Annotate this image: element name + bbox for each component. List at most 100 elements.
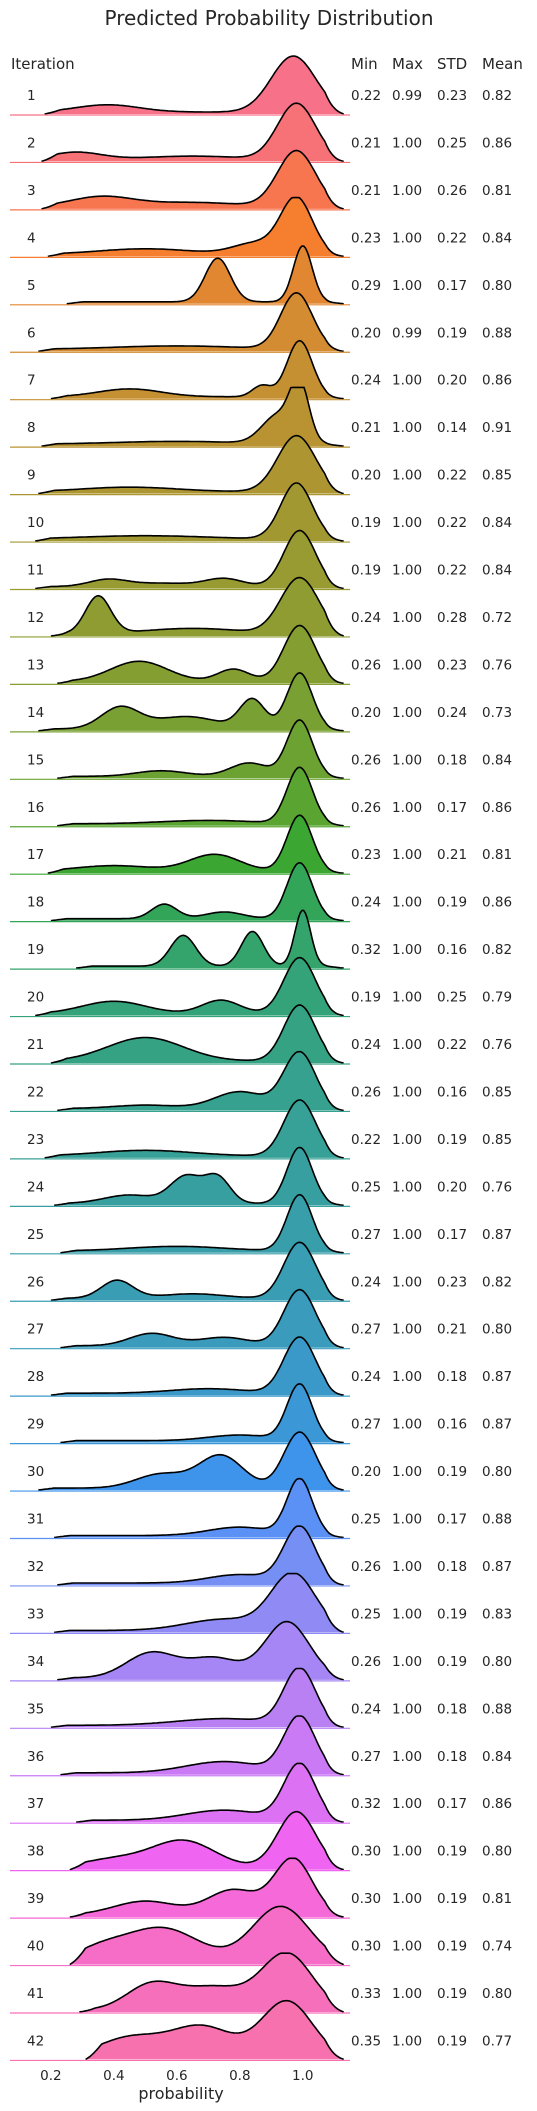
ridge-fill [57,1621,344,1680]
ridge-outline [57,719,344,780]
ridge-fill [44,1100,344,1158]
iteration-label: 8 [27,420,36,436]
ridge-outline [50,1004,344,1064]
stat-mean: 0.80 [482,1322,512,1338]
stat-std: 0.17 [437,1512,467,1528]
iteration-label: 35 [27,1701,44,1717]
stat-mean: 0.85 [482,468,512,484]
stat-min: 0.20 [351,468,381,484]
stat-mean: 0.86 [482,373,512,389]
stat-max: 1.00 [392,1701,422,1717]
stat-min: 0.24 [351,610,381,626]
ridge-outline [69,1857,344,1918]
stat-std: 0.28 [437,610,467,626]
stat-min: 0.25 [351,1606,381,1622]
iteration-label: 11 [27,563,44,579]
iteration-label: 27 [27,1322,44,1338]
stat-max: 1.00 [392,1606,422,1622]
stat-std: 0.14 [437,420,467,436]
iteration-label: 18 [27,895,44,911]
stat-mean: 0.86 [482,895,512,911]
stat-mean: 0.88 [482,1512,512,1528]
stat-min: 0.21 [351,183,381,199]
stat-std: 0.21 [437,1322,467,1338]
stat-max: 1.00 [392,468,422,484]
ridge-fill [50,1005,344,1063]
ridge-fill [76,910,344,969]
stat-mean: 0.84 [482,230,512,246]
ridges-group [10,55,350,2062]
ridge-outline [79,1952,344,2013]
ridge-fill [50,340,344,399]
stat-std: 0.17 [437,800,467,816]
iteration-label: 7 [27,373,36,389]
ridge-outline [57,624,344,685]
stat-min: 0.30 [351,1844,381,1860]
ridge-fill [76,1763,344,1823]
stat-min: 0.23 [351,847,381,863]
ridge-fill [41,103,344,162]
stat-header-std: STD [437,55,467,73]
ridge-fill [41,150,344,209]
stat-std: 0.19 [437,1654,467,1670]
iteration-label: 17 [27,847,44,863]
stat-min: 0.20 [351,705,381,721]
stat-mean: 0.84 [482,563,512,579]
stat-mean: 0.80 [482,278,512,294]
ridge-fill [54,1573,344,1633]
ridge-fill [57,1526,344,1585]
ridge-fill [66,246,344,304]
stat-max: 1.00 [392,657,422,673]
stat-std: 0.25 [437,135,467,151]
stat-mean: 0.86 [482,1796,512,1812]
stat-min: 0.24 [351,1274,381,1290]
stat-mean: 0.87 [482,1227,512,1243]
stat-max: 1.00 [392,1084,422,1100]
stat-std: 0.19 [437,1464,467,1480]
stat-std: 0.22 [437,1037,467,1053]
ridge-outline [69,1810,344,1871]
stat-mean: 0.77 [482,2033,512,2049]
ridge-outline [50,1336,344,1396]
stat-min: 0.24 [351,1037,381,1053]
stat-std: 0.19 [437,895,467,911]
ridge-fill [60,1194,344,1253]
stat-min: 0.35 [351,2033,381,2049]
ridge-outline [50,1241,344,1302]
ridge-outline [41,386,344,447]
stat-min: 0.27 [351,1749,381,1765]
ridge-outline [38,291,344,353]
stat-std: 0.21 [437,847,467,863]
ridge-fill [57,1051,344,1111]
stat-std: 0.18 [437,1749,467,1765]
stat-max: 1.00 [392,230,422,246]
stat-min: 0.32 [351,1796,381,1812]
stat-mean: 0.88 [482,325,512,341]
stat-header-max: Max [392,55,423,73]
stat-std: 0.20 [437,1179,467,1195]
ridge-outline [35,529,344,590]
stat-min: 0.21 [351,135,381,151]
iteration-label: 9 [27,468,36,484]
stat-max: 1.00 [392,847,422,863]
iteration-label: 22 [27,1084,44,1100]
stat-mean: 0.86 [482,135,512,151]
stat-min: 0.24 [351,1369,381,1385]
stat-max: 1.00 [392,1227,422,1243]
stat-mean: 0.76 [482,657,512,673]
iteration-label: 31 [27,1512,44,1528]
stat-mean: 0.91 [482,420,512,436]
ridge-42 [10,1999,350,2062]
stat-max: 1.00 [392,800,422,816]
stat-max: 1.00 [392,563,422,579]
ridge-fill [44,56,344,114]
stat-max: 1.00 [392,1559,422,1575]
stat-mean: 0.85 [482,1132,512,1148]
stat-max: 1.00 [392,183,422,199]
iteration-label: 19 [27,942,44,958]
stat-std: 0.23 [437,88,467,104]
ridge-outline [66,245,344,305]
stat-std: 0.18 [437,1701,467,1717]
stat-mean: 0.88 [482,1701,512,1717]
stat-std: 0.23 [437,1274,467,1290]
